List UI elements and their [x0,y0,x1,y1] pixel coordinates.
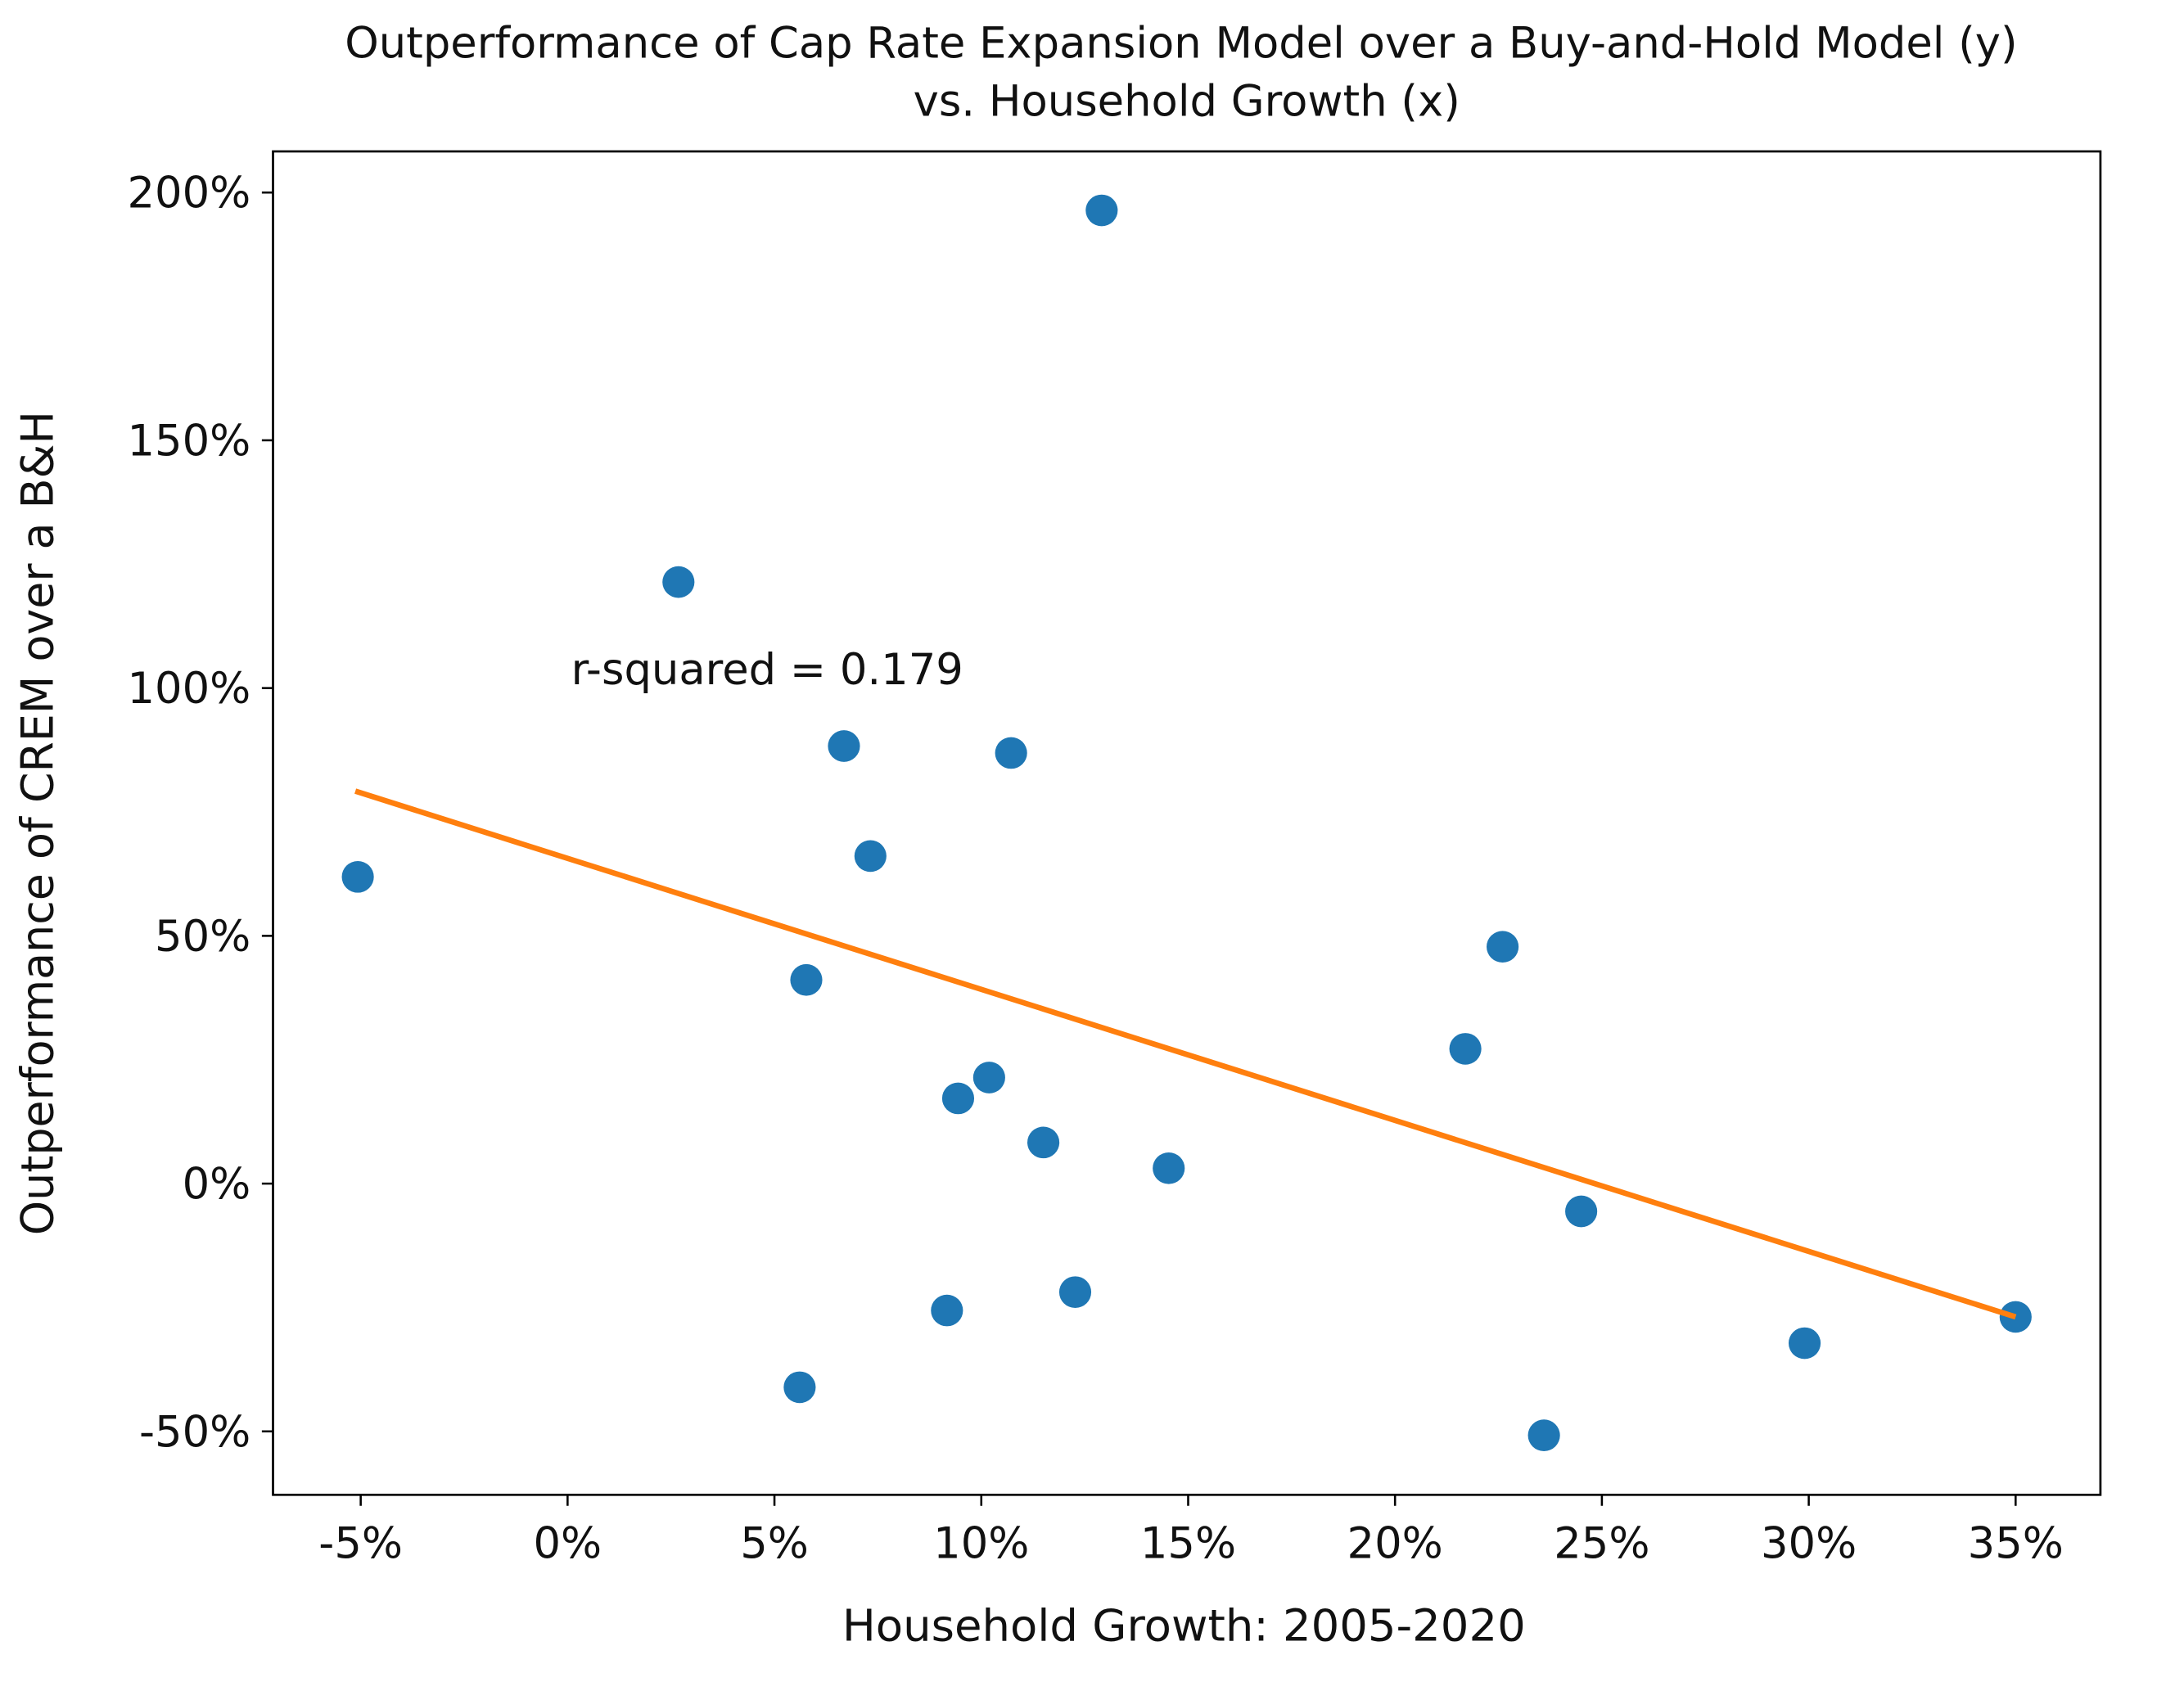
x-tick-label: -5% [318,1519,403,1569]
x-axis-label: Household Growth: 2005-2020 [842,1600,1526,1652]
data-point [1527,1419,1560,1451]
y-tick-label: 150% [127,417,250,467]
x-tick-label: 20% [1347,1519,1443,1569]
x-tick-label: 30% [1761,1519,1857,1569]
data-point [783,1371,816,1404]
y-tick-label: 50% [155,912,250,962]
x-tick-label: 35% [1968,1519,2064,1569]
x-tick-label: 15% [1140,1519,1236,1569]
data-point [1565,1195,1598,1228]
data-point [1058,1276,1092,1309]
data-point [1085,194,1118,227]
data-point [341,860,374,893]
data-point [941,1082,975,1115]
data-point [1027,1126,1060,1159]
y-tick-label: 200% [127,169,250,219]
data-point [790,963,823,996]
chart-title: Outperformance of Cap Rate Expansion Mod… [345,19,2017,69]
x-tick-label: 10% [933,1519,1029,1569]
data-point [828,730,860,762]
data-point [1449,1033,1482,1065]
data-point [1487,931,1519,963]
data-point [995,737,1027,769]
data-point [662,566,695,598]
chart-subtitle: vs. Household Growth (x) [914,77,1460,127]
data-point [1788,1327,1821,1360]
x-tick-label: 5% [740,1519,809,1569]
y-tick-label: 0% [183,1160,251,1210]
annotation: r-squared = 0.179 [571,645,963,695]
data-point [854,840,887,873]
data-point [931,1294,963,1327]
x-tick-label: 0% [534,1519,602,1569]
plot-frame [272,150,2102,1496]
x-tick-label: 25% [1554,1519,1649,1569]
data-point [1153,1152,1185,1184]
trend-line [354,788,2017,1320]
data-point [972,1062,1005,1094]
y-axis-label: Outperformance of CREM over a B&H [11,411,63,1235]
y-tick-label: -50% [139,1408,250,1458]
y-tick-label: 100% [127,664,250,714]
